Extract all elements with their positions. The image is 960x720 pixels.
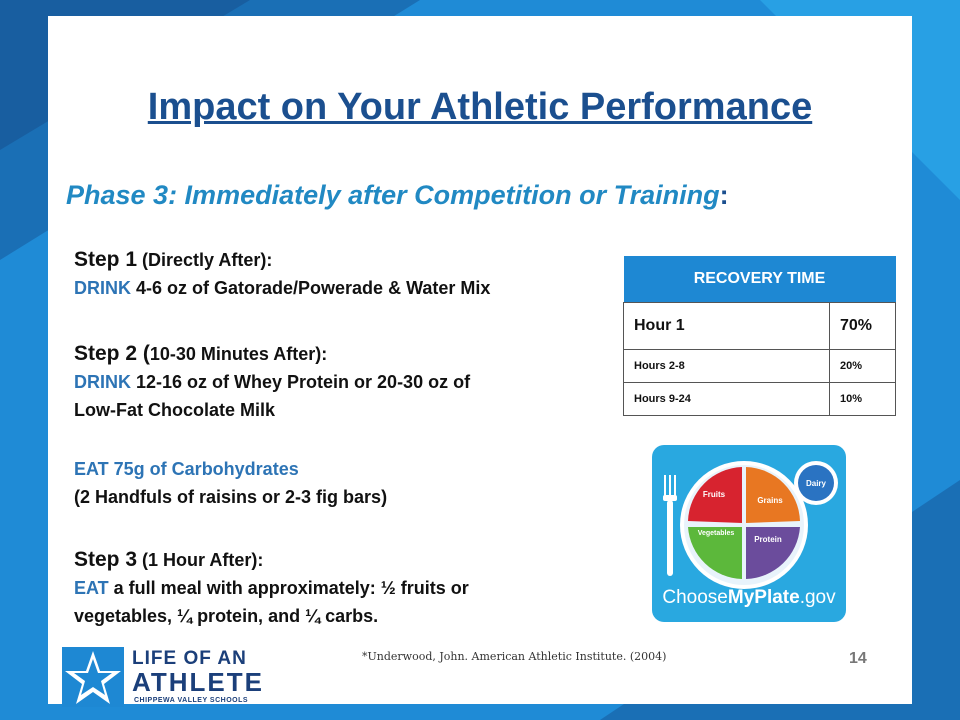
step-3-heading: Step 3 [74,548,138,571]
grains-label: Grains [757,496,783,505]
step-1-heading: Step 1 [74,248,138,271]
vegetables-label: Vegetables [698,530,735,537]
step-1-text: 4-6 oz of Gatorade/Powerade & Water Mix [131,278,491,298]
myplate-brand: ChooseMyPlate.gov [652,587,846,609]
subtitle-text: Phase 3: Immediately after Competition o… [66,180,720,210]
table-cell-value: 20% [829,349,896,383]
step-2-timing: 10-30 Minutes After): [149,344,328,364]
brand-choose: Choose [662,587,728,608]
table-cell-value: 10% [829,382,896,416]
life-of-an-athlete-logo: LIFE OF AN ATHLETE CHIPPEWA VALLEY SCHOO… [62,647,262,707]
protein-label: Protein [754,535,782,544]
step-3-block: Step 3 (1 Hour After): EAT a full meal w… [74,546,594,630]
logo-text-line3: CHIPPEWA VALLEY SCHOOLS [134,697,249,704]
step-3-verb: EAT [74,578,109,598]
step-2-text: 12-16 oz of Whey Protein or 20-30 oz of [131,372,471,392]
step-1-block: Step 1 (Directly After): DRINK 4-6 oz of… [74,246,594,302]
table-row: Hours 2-8 20% [623,349,896,383]
myplate-logo: Fruits Grains Vegetables Protein Dairy C… [652,445,846,622]
table-row: Hours 9-24 10% [623,382,896,416]
step-2-verb: DRINK [74,372,131,392]
table-cell-value: 70% [829,302,896,350]
myplate-graphic: Fruits Grains Vegetables Protein Dairy [663,461,838,589]
logo-text-line2: ATHLETE [132,667,264,697]
fork-icon [663,475,677,576]
table-cell-label: Hour 1 [623,302,830,350]
recovery-table: RECOVERY TIME Hour 1 70% Hours 2-8 20% H… [623,256,896,416]
dairy-label: Dairy [806,479,827,488]
slide-subtitle: Phase 3: Immediately after Competition o… [66,180,729,211]
fruits-section [688,467,742,523]
vegetables-section [688,527,742,579]
logo-text-line1: LIFE OF AN [132,648,247,669]
fruits-label: Fruits [703,490,726,499]
carbs-example: (2 Handfuls of raisins or 2-3 fig bars) [74,487,388,507]
protein-section [746,527,800,579]
subtitle-colon: : [719,180,729,210]
table-cell-label: Hours 9-24 [623,382,830,416]
step-3-text-line2: vegetables, ¼ protein, and ¼ carbs. [74,606,379,626]
star-icon [62,647,124,707]
carbs-block: EAT 75g of Carbohydrates (2 Handfuls of … [74,455,594,511]
step-1-verb: DRINK [74,278,131,298]
slide-title: Impact on Your Athletic Performance [147,86,813,128]
step-2-text-line2: Low-Fat Chocolate Milk [74,400,276,420]
page-number: 14 [849,650,867,667]
step-2-heading: Step 2 ( [74,342,150,365]
grains-section [746,467,800,523]
step-3-timing: (1 Hour After): [137,550,264,570]
step-1-timing: (Directly After): [137,250,273,270]
brand-gov: .gov [799,587,836,608]
step-3-text: a full meal with approximately: ½ fruits… [108,578,469,598]
table-cell-label: Hours 2-8 [623,349,830,383]
table-row: Hour 1 70% [623,302,896,350]
citation: *Underwood, John. American Athletic Inst… [362,650,667,663]
recovery-table-header: RECOVERY TIME [623,256,896,303]
carbs-line: EAT 75g of Carbohydrates [74,459,299,479]
dairy-circle [798,465,834,501]
brand-myplate: MyPlate [727,587,800,608]
step-2-block: Step 2 (10-30 Minutes After): DRINK 12-1… [74,340,594,424]
